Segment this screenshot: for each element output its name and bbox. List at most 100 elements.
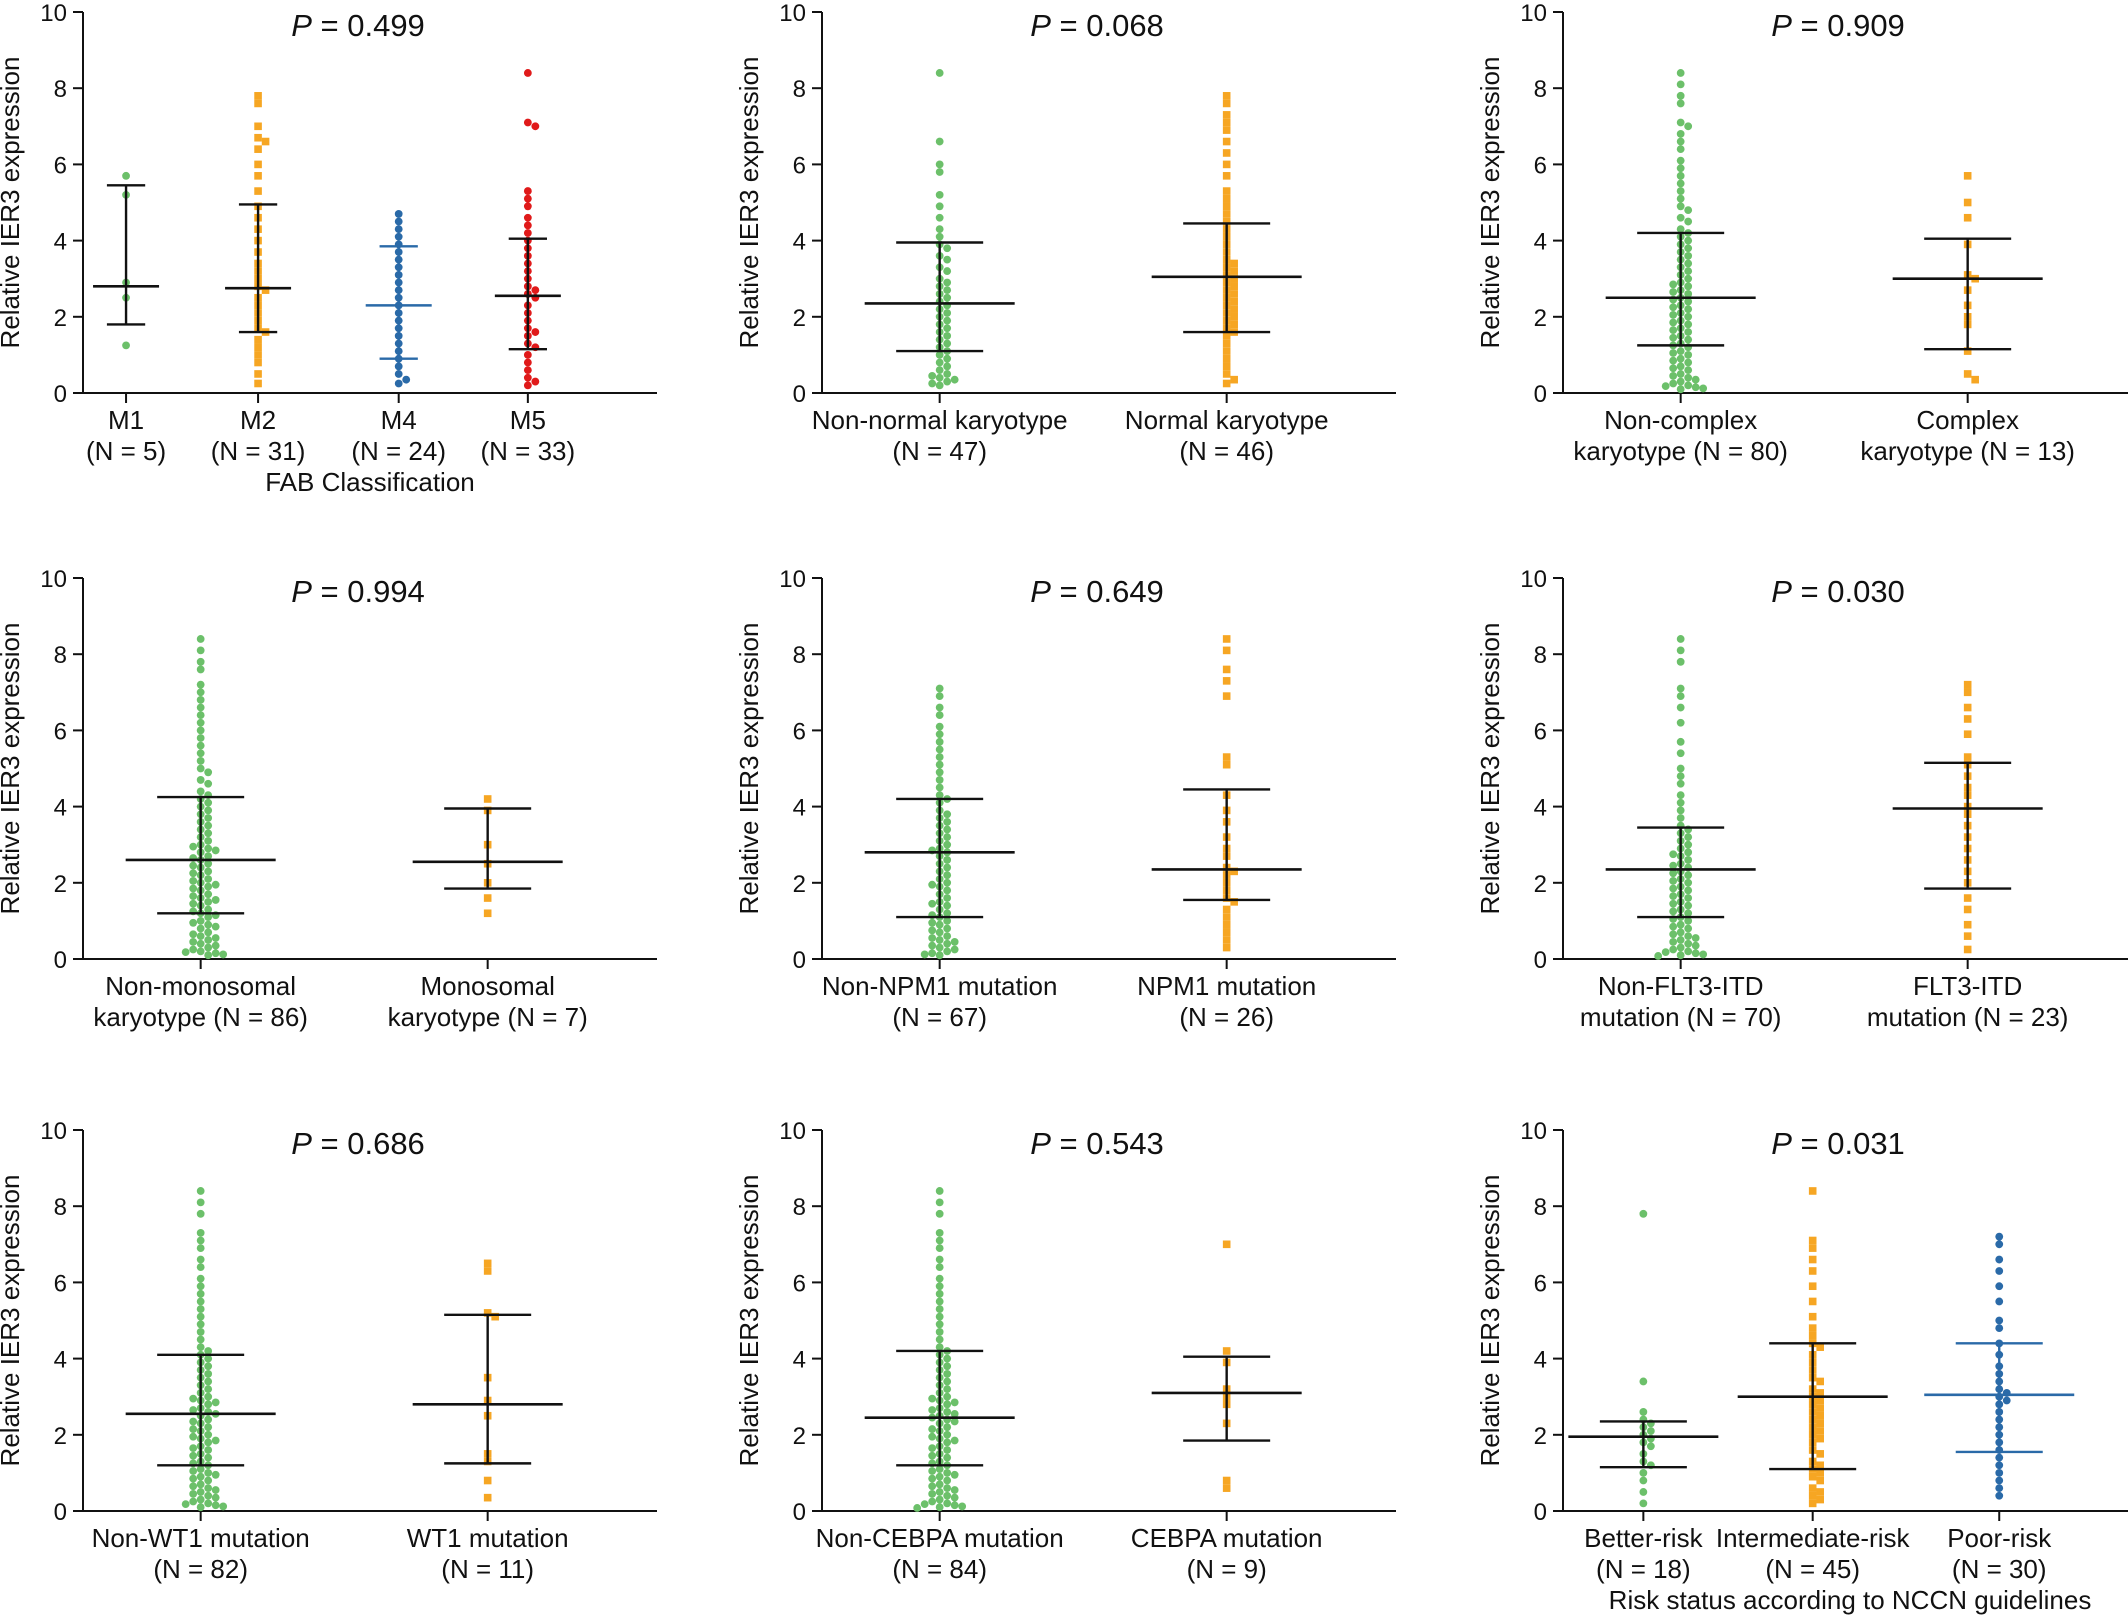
x-category-label: Poor-risk xyxy=(1947,1523,2052,1553)
data-point xyxy=(1995,1469,2004,1477)
data-point xyxy=(1684,244,1693,253)
data-point xyxy=(196,1198,205,1207)
data-point xyxy=(531,328,540,336)
data-point xyxy=(1676,951,1685,960)
group-1: Better-risk(N = 18) xyxy=(1568,1209,1719,1584)
data-point xyxy=(943,825,952,834)
data-point xyxy=(1684,939,1693,948)
data-point xyxy=(211,1493,220,1502)
data-point xyxy=(928,941,937,950)
data-point xyxy=(950,1436,959,1445)
data-point xyxy=(1639,1476,1648,1485)
group-1: Non-CEBPA mutation(N = 84) xyxy=(816,1187,1064,1584)
y-tick-label: 8 xyxy=(793,76,806,103)
data-point xyxy=(523,187,532,195)
data-point xyxy=(1684,236,1693,245)
data-point xyxy=(1222,692,1231,700)
data-point xyxy=(935,202,944,211)
data-point xyxy=(1684,217,1693,226)
data-point xyxy=(950,945,959,954)
data-point xyxy=(189,937,198,946)
data-point xyxy=(943,901,952,910)
y-tick-label: 4 xyxy=(1534,1347,1547,1374)
data-point xyxy=(935,1472,944,1481)
data-point xyxy=(523,351,532,359)
data-point xyxy=(928,926,937,935)
data-point xyxy=(1995,1282,2004,1291)
data-point xyxy=(1222,187,1231,195)
data-point xyxy=(196,1255,205,1264)
x-category-label: Non-monosomal xyxy=(105,971,296,1001)
data-point xyxy=(1676,377,1685,386)
data-point xyxy=(935,1328,944,1336)
data-point xyxy=(1222,1476,1231,1485)
y-tick-label: 6 xyxy=(1534,1270,1547,1297)
chart-panel-4: 0 2 4 6 8 10 Relative IER3 expression P = 0.994… xyxy=(0,566,657,1032)
data-point xyxy=(1684,894,1693,902)
data-point xyxy=(483,909,492,918)
data-point xyxy=(189,1432,198,1441)
data-point xyxy=(943,1377,952,1386)
data-point xyxy=(211,949,220,958)
data-point xyxy=(943,1453,952,1462)
data-point xyxy=(1808,1484,1817,1492)
data-point xyxy=(935,703,944,712)
data-point xyxy=(1684,381,1693,390)
y-axis-label: Relative IER3 expression xyxy=(734,57,764,349)
data-point xyxy=(204,779,213,788)
data-point xyxy=(254,370,262,378)
data-point xyxy=(1684,848,1693,857)
x-category-count: (N = 24) xyxy=(351,436,446,466)
data-point xyxy=(204,814,213,822)
group-4: M5(N = 33) xyxy=(481,69,575,466)
data-point xyxy=(950,1486,959,1494)
y-axis-label: Relative IER3 expression xyxy=(0,623,25,915)
data-point xyxy=(1222,760,1231,769)
data-point xyxy=(483,894,492,902)
y-tick-label: 2 xyxy=(793,1423,806,1450)
data-point xyxy=(254,145,262,153)
data-point xyxy=(523,366,532,375)
data-point xyxy=(196,1228,205,1237)
p-value-title: P = 0.499 xyxy=(291,8,425,43)
data-point xyxy=(1684,886,1693,895)
data-point xyxy=(1639,1469,1648,1477)
data-point xyxy=(1684,290,1693,298)
data-point xyxy=(1963,932,1972,940)
data-point xyxy=(935,1255,944,1264)
data-point xyxy=(1669,945,1678,954)
data-point xyxy=(204,1347,213,1355)
data-point xyxy=(935,760,944,769)
data-point xyxy=(1222,111,1231,119)
data-point xyxy=(254,343,262,352)
data-point xyxy=(1676,194,1685,203)
data-point xyxy=(1816,1404,1824,1412)
data-point xyxy=(483,1267,492,1275)
data-point xyxy=(189,892,198,901)
data-point xyxy=(254,351,262,359)
data-point xyxy=(1639,1488,1648,1496)
y-tick-label: 10 xyxy=(779,1118,806,1145)
data-point xyxy=(935,358,944,367)
y-tick-label: 6 xyxy=(54,1270,67,1297)
data-point xyxy=(1669,364,1678,373)
data-point xyxy=(935,1488,944,1496)
data-point xyxy=(1808,1491,1817,1500)
y-tick-label: 0 xyxy=(54,381,67,408)
group-2: M2(N = 31) xyxy=(211,92,305,466)
y-tick-label: 2 xyxy=(54,871,67,898)
y-axis-label: Relative IER3 expression xyxy=(734,1175,764,1467)
y-tick-label: 10 xyxy=(40,0,67,27)
data-point xyxy=(1222,936,1231,944)
data-point xyxy=(935,711,944,720)
data-point xyxy=(2002,1396,2011,1405)
data-point xyxy=(1669,318,1678,327)
data-point xyxy=(1230,259,1238,268)
data-point xyxy=(1691,934,1700,942)
data-point xyxy=(204,829,213,838)
data-point xyxy=(204,1392,213,1401)
data-point xyxy=(1669,349,1678,357)
data-point xyxy=(928,899,937,908)
data-point xyxy=(943,316,952,325)
data-point xyxy=(935,1480,944,1489)
